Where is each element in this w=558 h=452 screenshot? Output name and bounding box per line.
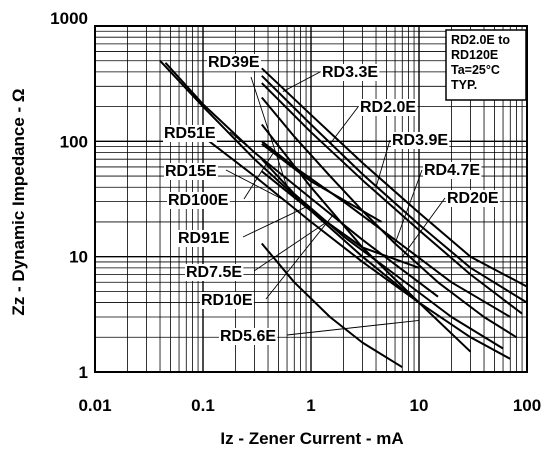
label-bg-rd51e — [163, 125, 217, 142]
leader-rd7-5e — [253, 221, 328, 272]
label-rd7-5e: RD7.5E — [186, 264, 242, 281]
label-bg-rd5-6e — [219, 328, 278, 345]
label-rd91e: RD91E — [178, 230, 230, 247]
label-bg-rd3-9e — [391, 132, 450, 149]
label-bg-rd4-7e — [423, 162, 482, 179]
label-bg-rd2-0e — [359, 99, 418, 116]
curve-rd5-6e — [261, 242, 403, 369]
label-rd3-9e: RD3.9E — [392, 132, 448, 149]
curve-rd15e — [202, 135, 511, 360]
curve-rd10e — [261, 123, 472, 353]
annotation-line-2: RD120E — [451, 48, 498, 62]
leader-rd3-9e — [375, 139, 391, 188]
leader-rd100e — [243, 152, 274, 200]
y-tick-1: 10 — [69, 248, 88, 267]
label-rd10e: RD10E — [201, 292, 253, 309]
leader-rd5-6e — [286, 319, 420, 336]
label-rd100e: RD100E — [168, 192, 229, 209]
plot-frame — [94, 25, 528, 373]
x-tick-0: 0.01 — [78, 396, 111, 415]
leader-rd51e — [229, 131, 255, 153]
curve-rd4-7e — [261, 96, 518, 339]
label-rd4-7e: RD4.7E — [424, 162, 480, 179]
leader-rd2-0e — [329, 106, 359, 145]
x-axis-title: Iz - Zener Current - mA — [220, 429, 403, 448]
curve-rd100e — [261, 143, 382, 223]
y-tick-0: 1 — [79, 363, 88, 382]
annotation-line-3: Ta=25°C — [451, 63, 500, 77]
label-leader-lines — [225, 71, 446, 336]
curve-rd2-0e — [261, 75, 528, 304]
leader-rd3-3e — [282, 71, 321, 92]
label-bg-rd91e — [177, 230, 231, 247]
annotation-frame — [445, 29, 527, 101]
label-rd20e: RD20E — [447, 190, 499, 207]
curve-rd3-9e — [261, 82, 523, 315]
annotation-line-4: TYP. — [451, 78, 477, 92]
label-bg-rd7-5e — [185, 264, 244, 281]
x-tick-labels: 0.01 0.1 1 10 100 — [78, 396, 541, 415]
annotation-line-1: RD2.0E to — [451, 33, 510, 47]
y-tick-2: 100 — [60, 132, 88, 151]
curves — [159, 60, 528, 369]
label-rd51e: RD51E — [164, 125, 216, 142]
x-tick-2: 1 — [306, 396, 315, 415]
label-rd39e: RD39E — [208, 54, 260, 71]
leader-rd39e — [250, 76, 288, 188]
x-tick-4: 100 — [513, 396, 541, 415]
label-bg-rd10e — [200, 292, 254, 309]
label-bg-rd39e — [207, 54, 261, 71]
y-axis-title: Zz - Dynamic Impedance - Ω — [9, 88, 28, 315]
curve-rd20e — [261, 140, 511, 318]
leader-rd10e — [265, 214, 334, 300]
label-rd3-3e: RD3.3E — [322, 64, 378, 81]
label-rd5-6e: RD5.6E — [220, 328, 276, 345]
y-tick-3: 1000 — [50, 9, 88, 28]
label-bg-rd15e — [164, 163, 218, 180]
y-tick-labels: 1 10 100 1000 — [50, 9, 88, 382]
label-bg-rd100e — [167, 192, 230, 209]
x-tick-3: 10 — [410, 396, 429, 415]
label-bg-rd20e — [446, 190, 500, 207]
curve-labels: RD39E RD51E RD3.3E RD2.0E RD3.9E RD4.7E RD20E R… — [163, 54, 500, 345]
curve-rd3-3e — [261, 67, 528, 288]
curve-rd91e — [261, 170, 420, 269]
leader-rd20e — [401, 197, 446, 257]
annotation-box: RD2.0E to RD120E Ta=25°C TYP. — [445, 29, 527, 101]
leader-rd91e — [242, 206, 307, 238]
leader-rd15e — [225, 169, 288, 203]
curve-rd39e — [159, 60, 420, 304]
x-tick-1: 0.1 — [191, 396, 215, 415]
label-rd15e: RD15E — [165, 163, 217, 180]
label-rd2-0e: RD2.0E — [360, 99, 416, 116]
label-bg-rd3-3e — [321, 64, 380, 81]
leader-rd4-7e — [394, 169, 423, 244]
